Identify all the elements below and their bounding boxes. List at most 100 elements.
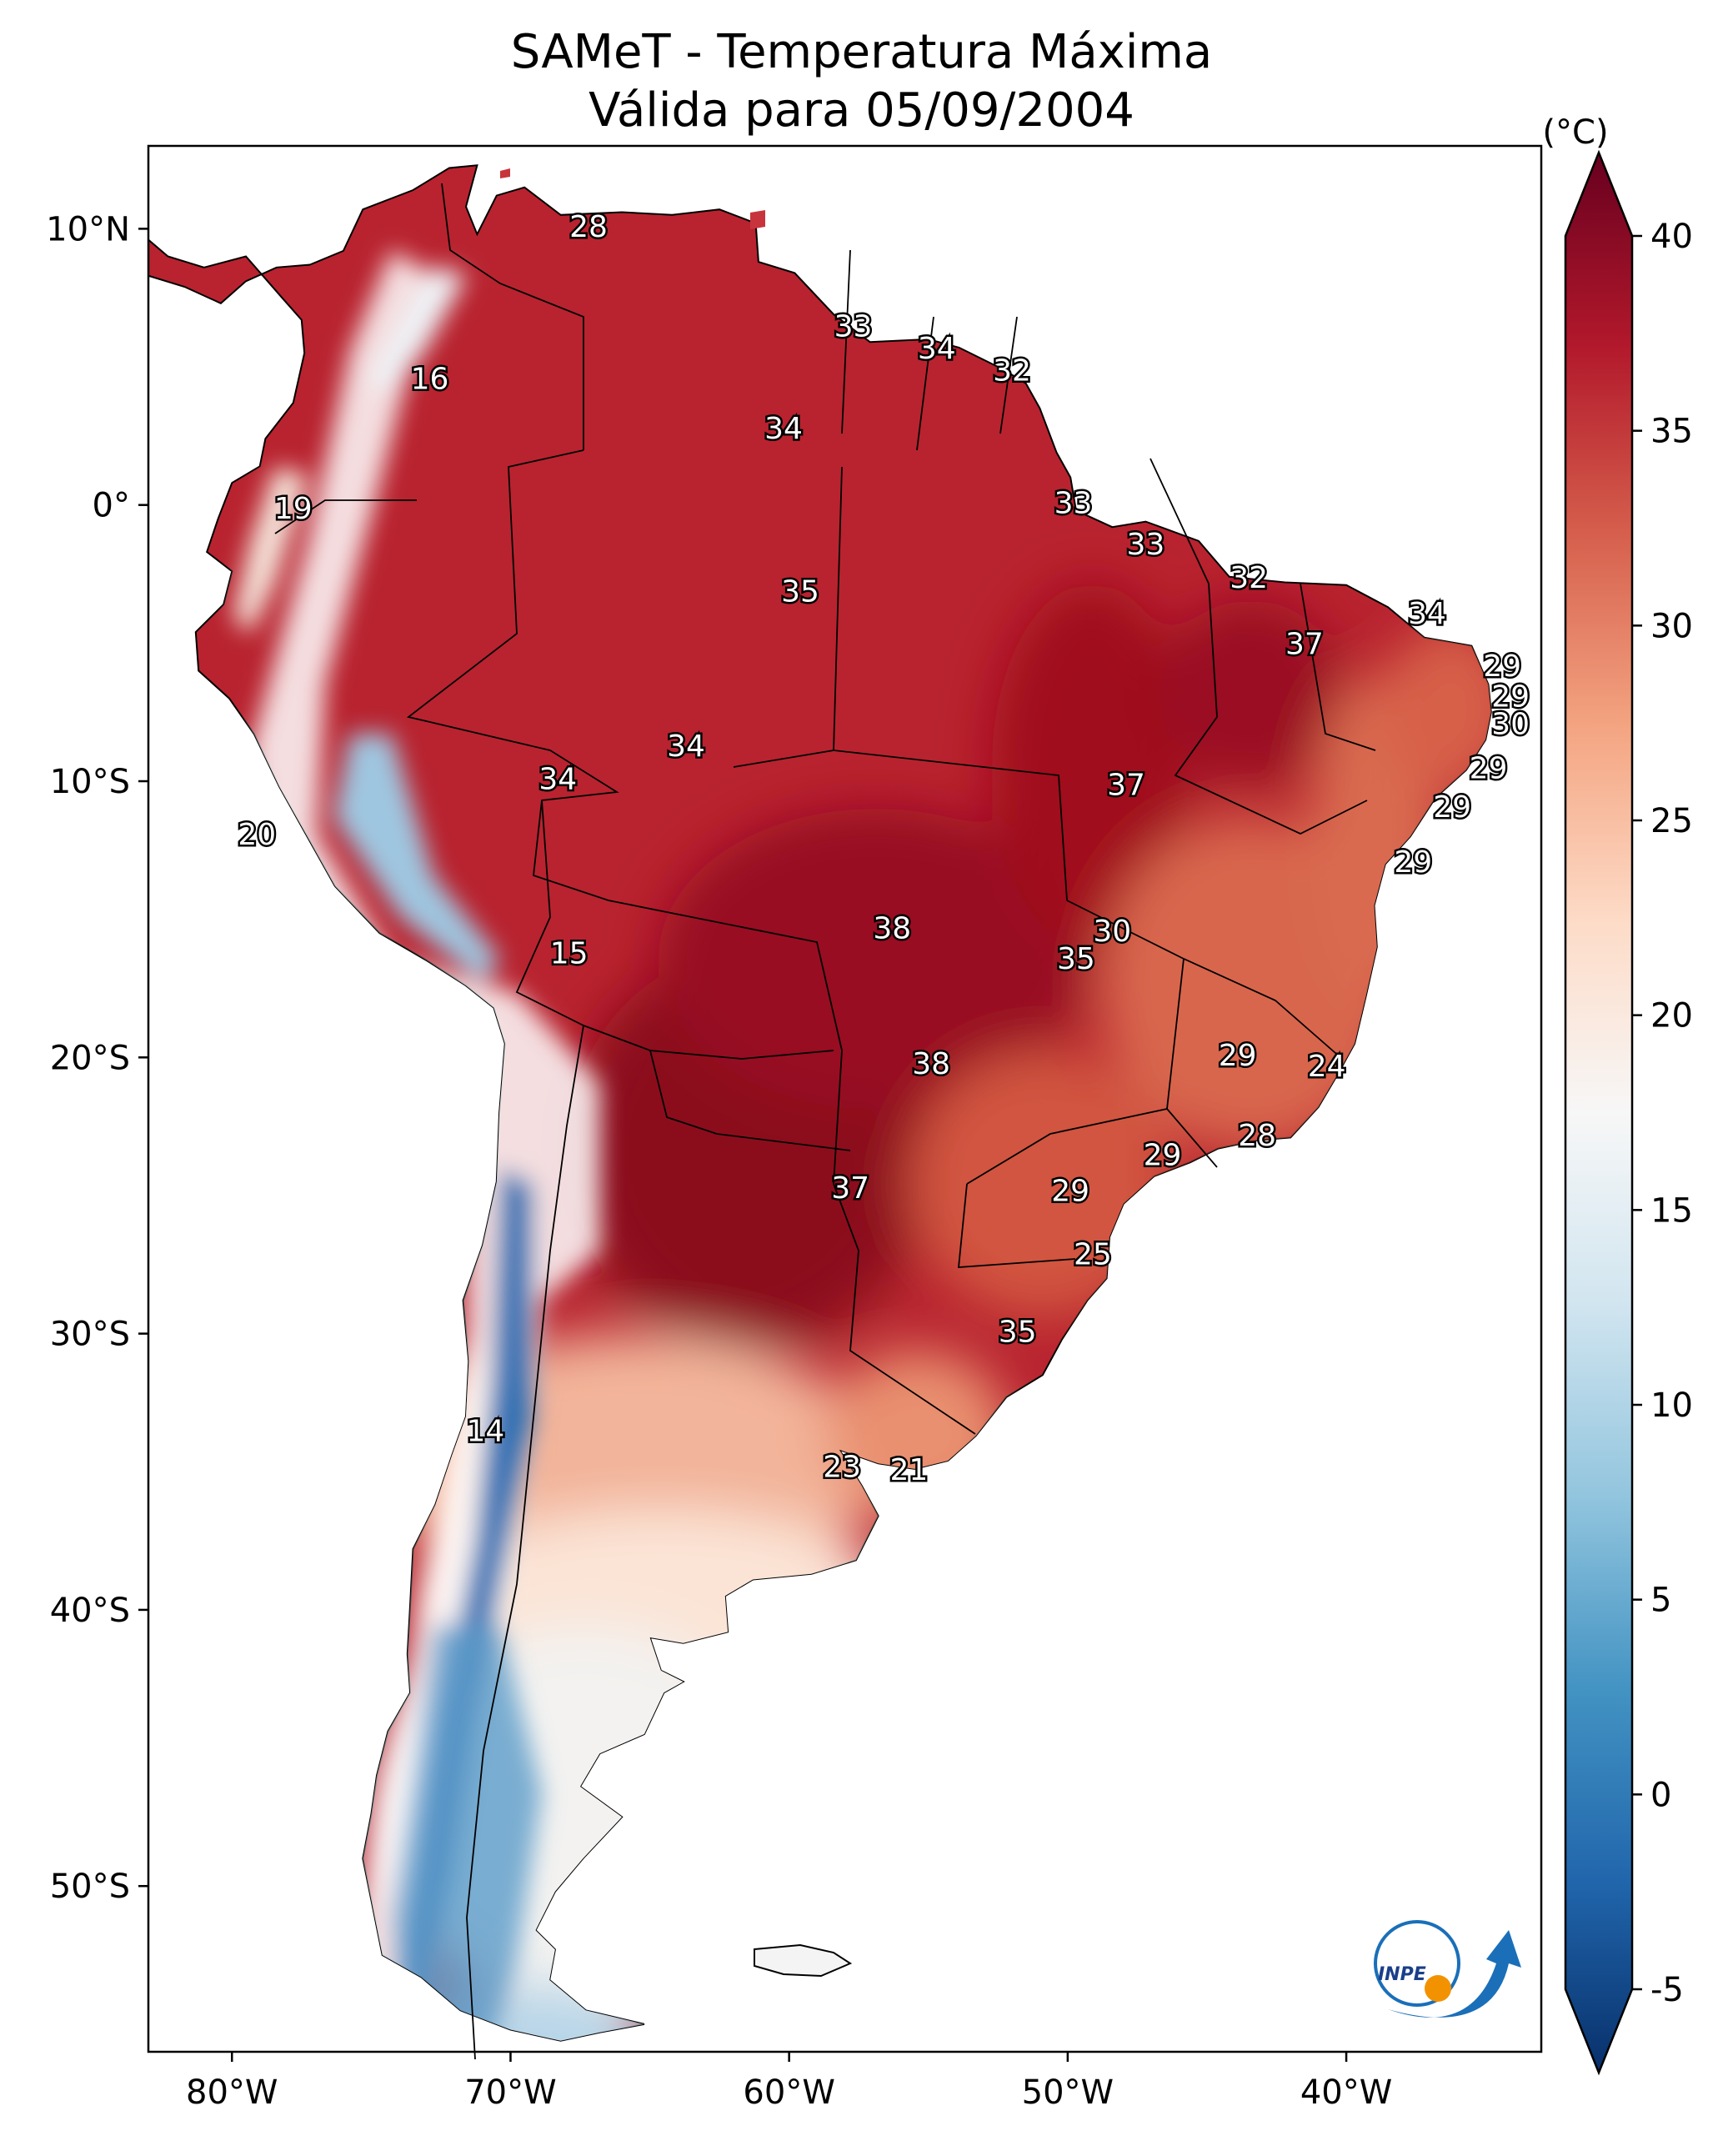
temperature-value-label: 33 bbox=[1126, 528, 1165, 562]
temperature-value-label: 29 bbox=[1394, 845, 1432, 880]
border-peru-bolivia bbox=[515, 800, 743, 1060]
temperature-value-label: 14 bbox=[466, 1415, 504, 1449]
lat-tick-label: 0° bbox=[93, 487, 130, 525]
land-temperature-field bbox=[148, 164, 1492, 2042]
temperature-value-label: 25 bbox=[1074, 1238, 1112, 1272]
temperature-value-label: 15 bbox=[550, 936, 589, 970]
temperature-value-label: 28 bbox=[569, 210, 608, 244]
colorbar-bar bbox=[1564, 149, 1634, 2076]
border-brazil-west bbox=[406, 449, 976, 1435]
lat-tick-label: 10°N bbox=[46, 210, 130, 248]
border-guianas bbox=[841, 249, 1018, 451]
temperature-value-label: 35 bbox=[781, 574, 819, 609]
lon-tick-label: 70°W bbox=[464, 2073, 556, 2112]
colorbar-unit: (°C) bbox=[1542, 113, 1608, 152]
temperature-value-label: 29 bbox=[1144, 1138, 1182, 1172]
temperature-value-label: 38 bbox=[912, 1047, 950, 1081]
temperature-value-label: 32 bbox=[993, 353, 1031, 388]
colorbar-tick-label: -5 bbox=[1650, 1971, 1684, 2009]
temperature-value-label: 29 bbox=[1219, 1039, 1257, 1073]
inpe-logo: INPE bbox=[1374, 1920, 1521, 2018]
temperature-value-label: 37 bbox=[831, 1171, 869, 1206]
temperature-value-label: 33 bbox=[1054, 486, 1093, 520]
lat-tick-label: 40°S bbox=[50, 1592, 130, 1630]
tierra-del-fuego bbox=[408, 1984, 659, 2041]
political-borders bbox=[274, 183, 1376, 2060]
lon-tick-label: 60°W bbox=[743, 2073, 834, 2112]
temperature-value-label: 34 bbox=[1408, 597, 1446, 631]
border-brazil-states bbox=[733, 458, 1376, 1268]
colorbar-tick-label: 0 bbox=[1650, 1776, 1671, 1814]
temperature-value-label: 29 bbox=[1470, 751, 1508, 785]
border-bolivia-paraguay-argentina bbox=[649, 1050, 851, 1151]
temperature-value-label: 34 bbox=[538, 763, 577, 797]
temperature-value-label: 35 bbox=[1057, 942, 1095, 976]
hot-core-tocantins bbox=[992, 584, 1192, 950]
temperature-value-label: 29 bbox=[1433, 790, 1471, 825]
lat-tick-label: 50°S bbox=[50, 1868, 130, 1906]
temperature-value-label: 38 bbox=[873, 912, 911, 946]
temperature-value-label: 34 bbox=[667, 730, 705, 764]
colorbar-tick-label: 40 bbox=[1650, 218, 1693, 256]
temperature-value-label: 28 bbox=[1238, 1119, 1276, 1153]
colorbar-tick-label: 25 bbox=[1650, 802, 1693, 840]
temperature-value-label: 37 bbox=[1107, 768, 1145, 802]
lon-tick-label: 40°W bbox=[1300, 2073, 1392, 2112]
logo-circle bbox=[1374, 1920, 1460, 2007]
colorbar-tick-label: 20 bbox=[1650, 997, 1693, 1035]
temperature-value-label: 29 bbox=[1051, 1174, 1089, 1208]
temperature-value-label: 29 bbox=[1483, 649, 1521, 684]
latitude-axis: 10°N 0° 10°S 20°S 30°S 40°S 50°S bbox=[46, 210, 148, 1906]
border-argentina-chile bbox=[466, 1025, 584, 2060]
colorbar-tick-label: 15 bbox=[1650, 1191, 1693, 1230]
lat-tick-label: 20°S bbox=[50, 1039, 130, 1077]
uruguay-mild bbox=[825, 1351, 1009, 1517]
border-colombia bbox=[274, 183, 584, 534]
temperature-value-label: 33 bbox=[834, 309, 873, 343]
temperature-value-label: 30 bbox=[1093, 915, 1131, 949]
colombia-andes bbox=[367, 267, 467, 392]
map-frame bbox=[147, 144, 1543, 2053]
lat-tick-label: 30°S bbox=[50, 1316, 130, 1354]
temperature-value-label: 23 bbox=[823, 1451, 861, 1485]
colorbar-tick-label: 30 bbox=[1650, 607, 1693, 645]
logo-text: INPE bbox=[1378, 1964, 1426, 1985]
southern-andes-blue bbox=[392, 1626, 542, 2041]
title-line-2: Válida para 05/09/2004 bbox=[589, 83, 1134, 138]
colorbar-tick-label: 35 bbox=[1650, 413, 1693, 451]
colorbar-ticks: -5 0 5 10 15 20 25 30 35 40 bbox=[1632, 218, 1693, 2009]
hot-core-mato-grosso bbox=[659, 809, 1092, 1109]
andes-blue-core bbox=[392, 1167, 533, 2018]
temperature-value-label: 19 bbox=[274, 492, 313, 526]
temperature-value-label: 37 bbox=[1285, 627, 1324, 661]
lon-tick-label: 80°W bbox=[186, 2073, 278, 2112]
lat-tick-label: 10°S bbox=[50, 763, 130, 801]
map-title: SAMeT - Temperatura Máxima Válida para 0… bbox=[0, 23, 1723, 140]
temperature-value-label: 34 bbox=[918, 332, 956, 366]
lon-tick-label: 50°W bbox=[1022, 2073, 1114, 2112]
warm-south-brazil bbox=[909, 1050, 1175, 1317]
temperature-value-label: 21 bbox=[889, 1453, 928, 1487]
colorbar-tick-label: 10 bbox=[1650, 1386, 1693, 1425]
colorbar-tick-label: 5 bbox=[1650, 1582, 1671, 1620]
longitude-axis: 80°W 70°W 60°W 50°W 40°W bbox=[186, 2052, 1392, 2112]
hot-core-piaui bbox=[1159, 600, 1342, 784]
temperature-gradients bbox=[233, 250, 1491, 2041]
colorbar: (°C) -5 0 5 10 15 20 25 30 35 40 bbox=[1542, 113, 1693, 2076]
title-line-1: SAMeT - Temperatura Máxima bbox=[510, 25, 1213, 79]
temperature-value-label: 34 bbox=[764, 412, 803, 446]
andes-light-blue bbox=[333, 734, 500, 984]
falkland-islands bbox=[754, 1943, 853, 1978]
temperature-value-label: 16 bbox=[411, 362, 449, 396]
temperature-value-label: 24 bbox=[1308, 1050, 1346, 1084]
temperature-value-label: 35 bbox=[999, 1315, 1037, 1349]
temperature-value-label: 20 bbox=[238, 818, 276, 852]
logo-arrow-swoosh bbox=[1388, 1930, 1521, 2018]
temperature-value-label: 32 bbox=[1230, 561, 1268, 595]
ecuador-andes bbox=[233, 467, 308, 634]
temperature-value-label: 30 bbox=[1491, 707, 1530, 741]
temperature-value-label: 29 bbox=[1491, 679, 1530, 714]
logo-orange-dot bbox=[1425, 1975, 1451, 2002]
